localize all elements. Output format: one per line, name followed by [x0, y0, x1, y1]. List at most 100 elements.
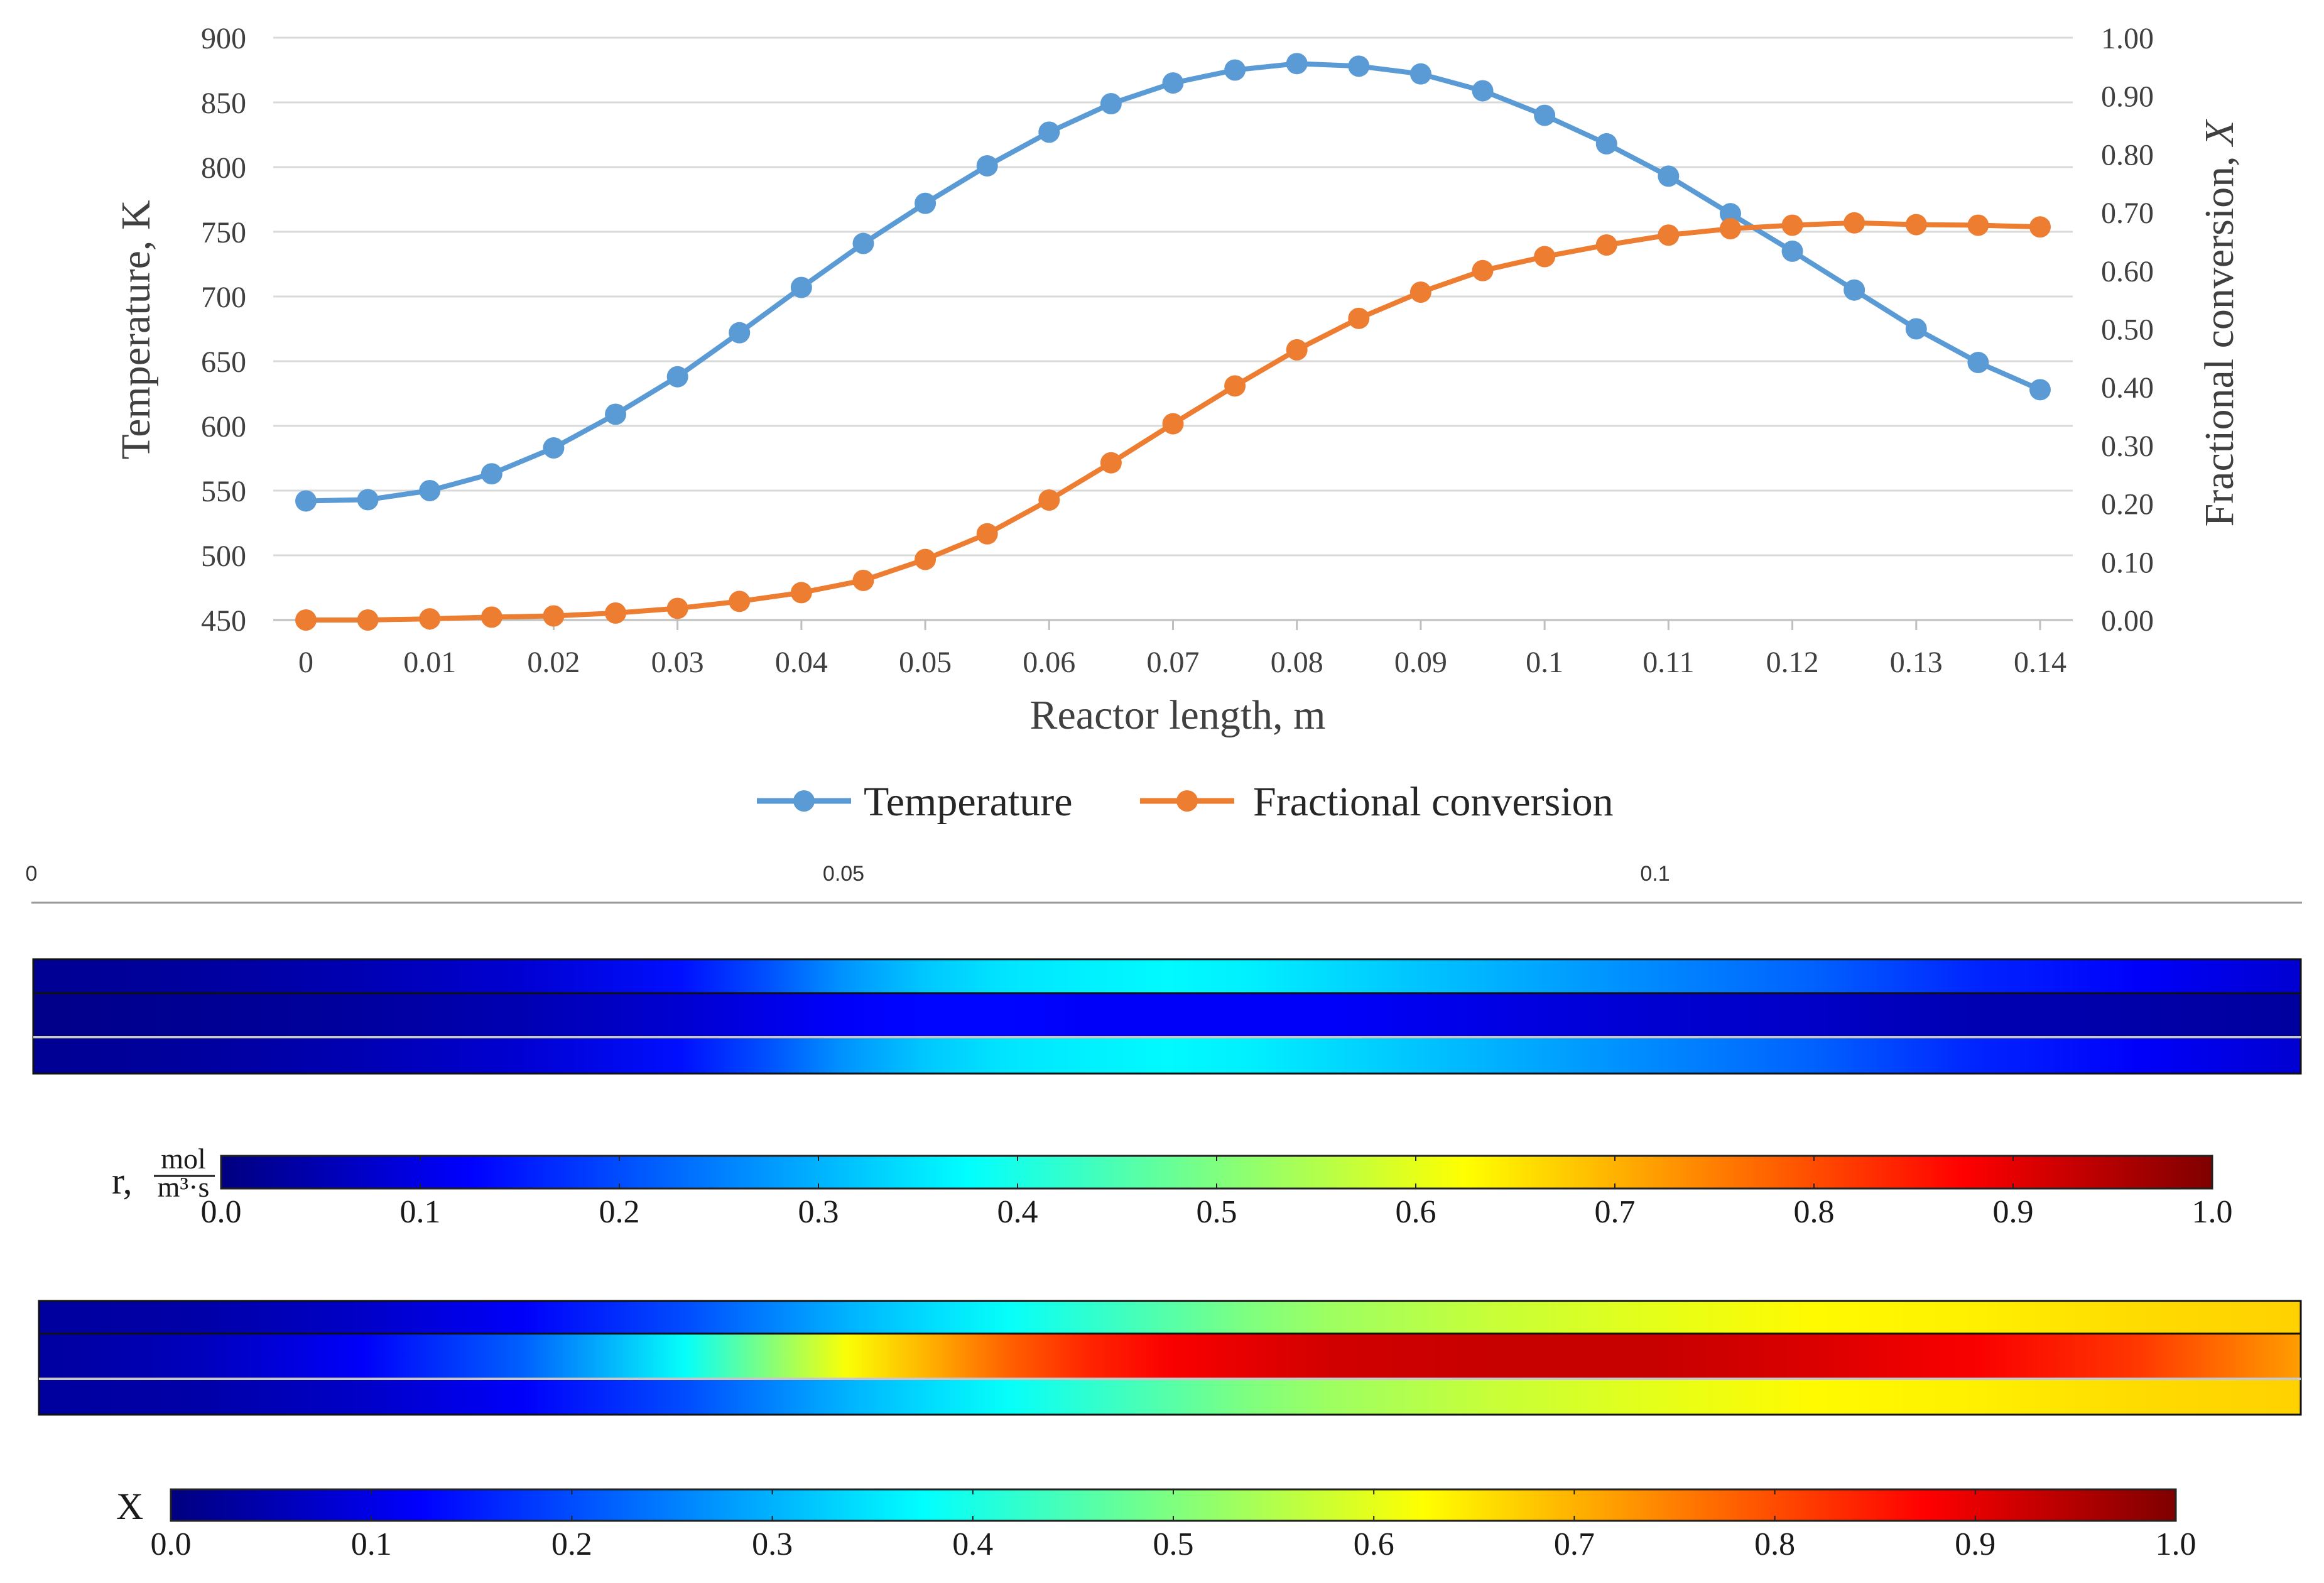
- x-tick-label: 0.03: [651, 646, 704, 679]
- y-axis-ticks: 450 500 550 600 650 700 750 800 850 900: [201, 22, 246, 638]
- gridlines: [273, 36, 2073, 557]
- x-tick-label: 0.12: [1766, 646, 1819, 679]
- data-point-temperature: [1472, 80, 1494, 102]
- y-tick-label: 500: [201, 540, 246, 573]
- contour-band-inner: [32, 992, 2302, 1038]
- x-axis-ticks: 0 0.01 0.02 0.03 0.04 0.05 0.06 0.07 0.08 0.09 0.1…: [298, 620, 2066, 679]
- legend-label-conversion: Fractional conversion: [1253, 779, 1614, 825]
- colorbar-tick-label: 0.6: [1396, 1194, 1436, 1230]
- y2-tick-label: 0.40: [2101, 371, 2154, 405]
- legend-marker-conversion: [1176, 790, 1198, 812]
- x-tick-label: 0.05: [899, 646, 952, 679]
- y2-tick-label: 0.30: [2101, 430, 2154, 463]
- data-point-temperature: [666, 366, 688, 388]
- colorbar-tick-label: 0.2: [551, 1526, 592, 1562]
- legend-item-conversion: Fractional conversion: [1140, 779, 1614, 825]
- x-tick-label: 0.08: [1271, 646, 1323, 679]
- data-point-temperature: [1348, 55, 1370, 77]
- colorbar-tick-label: 0.9: [1955, 1526, 1995, 1562]
- y-tick-label: 800: [201, 151, 246, 185]
- data-point-temperature: [1286, 53, 1308, 75]
- data-point-conversion: [295, 609, 317, 631]
- data-point-temperature: [915, 192, 937, 214]
- ruler-tick-2: 0.1: [1640, 862, 1670, 886]
- data-point-temperature: [976, 155, 998, 177]
- colorbar-tick-label: 0.3: [798, 1194, 839, 1230]
- data-point-conversion: [1348, 307, 1370, 329]
- data-point-temperature: [419, 480, 441, 501]
- series-line-temperature: [305, 61, 2041, 504]
- position-ruler: 0 0.05 0.1: [26, 862, 2302, 904]
- y-tick-label: 850: [201, 87, 246, 120]
- data-point-conversion: [1905, 214, 1927, 236]
- data-point-conversion: [2029, 216, 2051, 238]
- data-point-temperature: [543, 437, 565, 459]
- y2-axis-title-prefix: Fractional conversion,: [2196, 156, 2242, 526]
- data-point-conversion: [357, 609, 379, 631]
- x-tick-label: 0.09: [1394, 646, 1447, 679]
- data-point-conversion: [1038, 489, 1060, 511]
- data-point-temperature: [1534, 104, 1556, 126]
- y2-tick-label: 0.10: [2101, 546, 2154, 579]
- colorbar-tick-label: 0.4: [952, 1526, 993, 1562]
- data-point-temperature: [729, 322, 751, 344]
- colorbar-tick-label: 0.5: [1197, 1194, 1237, 1230]
- contour-band-outer-bottom: [32, 1036, 2302, 1075]
- y2-tick-label: 0.80: [2101, 138, 2154, 171]
- data-point-temperature: [1224, 59, 1246, 81]
- conversion-colorbar-ticks: 0.0 0.1 0.2 0.3 0.4 0.5 0.6 0.7 0.8 0.9 1.0: [151, 1489, 2196, 1562]
- conversion-colorbar-label: X: [116, 1486, 143, 1527]
- data-point-temperature: [481, 463, 502, 485]
- rate-colorbar-gradient: [220, 1155, 2213, 1190]
- data-point-temperature: [1409, 63, 1431, 85]
- colorbar-tick-label: 0.5: [1153, 1526, 1194, 1562]
- colorbar-tick-label: 1.0: [2156, 1526, 2196, 1562]
- data-point-conversion: [1472, 259, 1494, 281]
- y-tick-label: 650: [201, 345, 246, 379]
- y-tick-label: 750: [201, 216, 246, 249]
- data-point-conversion: [1409, 281, 1431, 303]
- colorbar-tick-label: 0.7: [1554, 1526, 1595, 1562]
- colorbar-tick-label: 0.4: [997, 1194, 1038, 1230]
- y2-axis-ticks: 0.00 0.10 0.20 0.30 0.40 0.50 0.60 0.70 0.80 0.90…: [2101, 22, 2154, 638]
- y2-tick-label: 0.60: [2101, 255, 2154, 288]
- colorbar-tick-label: 0.1: [351, 1526, 392, 1562]
- data-point-temperature: [1905, 318, 1927, 340]
- data-point-temperature: [1162, 72, 1184, 94]
- y-tick-label: 600: [201, 410, 246, 443]
- data-point-conversion: [1286, 339, 1308, 361]
- y2-tick-label: 1.00: [2101, 22, 2154, 55]
- data-point-conversion: [729, 590, 751, 612]
- rate-colorbar-unit-denominator: m³·s: [158, 1171, 210, 1203]
- legend-item-temperature: Temperature: [757, 779, 1073, 825]
- x-tick-label: 0.1: [1526, 646, 1563, 679]
- rate-colorbar-unit-numerator: mol: [161, 1143, 206, 1175]
- data-point-temperature: [852, 232, 874, 254]
- x-tick-label: 0.07: [1147, 646, 1200, 679]
- data-point-temperature: [1781, 240, 1803, 262]
- x-tick-label: 0: [298, 646, 313, 679]
- data-point-conversion: [1843, 212, 1865, 234]
- data-point-temperature: [295, 490, 317, 512]
- data-point-conversion: [915, 548, 937, 570]
- data-point-conversion: [1719, 218, 1741, 240]
- line-chart: 0 0.01 0.02 0.03 0.04 0.05 0.06 0.07 0.08 0.09 0.1…: [113, 22, 2242, 825]
- colorbar-tick-label: 0.8: [1754, 1526, 1795, 1562]
- y2-axis-title: Fractional conversion, X: [2196, 119, 2242, 527]
- y-tick-label: 450: [201, 604, 246, 638]
- series-layer: [295, 53, 2051, 631]
- y2-axis-title-symbol: X: [2196, 119, 2242, 148]
- ruler-tick-1: 0.05: [823, 862, 864, 886]
- data-point-temperature: [605, 403, 627, 425]
- data-point-conversion: [666, 597, 688, 619]
- data-point-temperature: [357, 489, 379, 511]
- data-point-temperature: [1719, 203, 1741, 225]
- reaction-rate-contour: [32, 958, 2302, 1075]
- x-axis-title: Reactor length, m: [1029, 692, 1325, 738]
- x-tick-label: 0.11: [1643, 646, 1694, 679]
- data-point-conversion: [976, 523, 998, 545]
- data-point-temperature: [2029, 379, 2051, 401]
- data-point-temperature: [1843, 279, 1865, 301]
- conversion-colorbar: X 0.0 0.1 0.2 0.3 0.4 0.5 0.6 0.7 0.8 0.9 1.0: [116, 1486, 2196, 1562]
